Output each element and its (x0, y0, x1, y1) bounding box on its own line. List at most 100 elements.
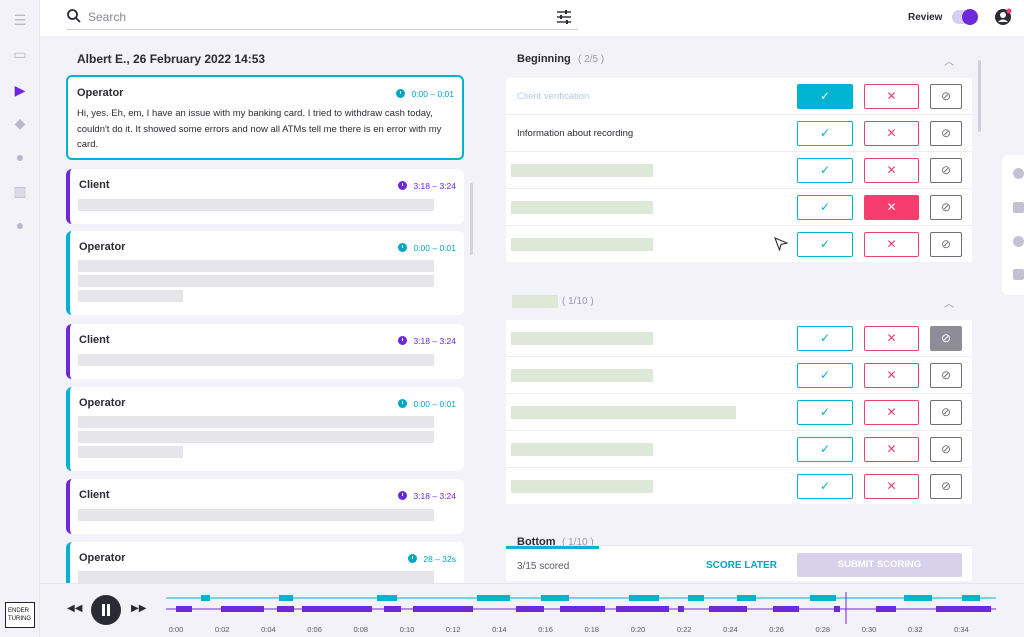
no-button[interactable]: ✕ (864, 437, 919, 462)
transcript-message[interactable]: Client 3:18 – 3:24 (66, 169, 464, 224)
redacted-criterion (511, 443, 653, 456)
review-toggle[interactable] (952, 9, 978, 25)
chevron-up-icon[interactable]: ︿ (944, 299, 954, 310)
recordings-icon[interactable]: ▶ (14, 82, 26, 98)
redacted-text (78, 446, 183, 458)
no-button[interactable]: ✕ (864, 158, 919, 183)
redacted-text (78, 571, 434, 583)
not-applicable-button[interactable]: ⊘ (930, 326, 962, 351)
no-button[interactable]: ✕ (864, 121, 919, 146)
yes-button[interactable]: ✓ (797, 363, 853, 388)
user-account-icon[interactable] (994, 8, 1012, 26)
logo-line-2: TURING (8, 616, 31, 622)
info-icon[interactable] (1013, 236, 1024, 247)
timeline[interactable]: 0:00 0:02 0:04 0:06 0:08 0:10 0:12 0:14 0:16 0:18… (166, 592, 996, 636)
section-title-redacted (512, 295, 558, 308)
training-icon[interactable]: ◆ (14, 115, 26, 131)
yes-button[interactable]: ✓ (797, 84, 853, 109)
yes-button[interactable]: ✓ (797, 232, 853, 257)
filter-settings-icon[interactable] (556, 9, 572, 25)
no-button[interactable]: ✕ (864, 474, 919, 499)
message-timestamp: 0:00 – 0:01 (398, 243, 456, 253)
not-applicable-button[interactable]: ⊘ (930, 195, 962, 220)
not-applicable-button[interactable]: ⊘ (930, 158, 962, 183)
yes-button[interactable]: ✓ (797, 158, 853, 183)
no-button[interactable]: ✕ (864, 400, 919, 425)
menu-icon[interactable]: ☰ (13, 12, 27, 28)
not-applicable-button[interactable]: ⊘ (930, 363, 962, 388)
chevron-up-icon[interactable]: ︿ (944, 57, 954, 68)
profile-icon[interactable]: ● (15, 217, 25, 233)
timeline-tick-label: 0:08 (353, 625, 369, 634)
dashboard-icon[interactable]: ▭ (13, 46, 27, 62)
pause-circle-icon[interactable] (1013, 168, 1024, 179)
search-icon (67, 9, 81, 23)
no-button[interactable]: ✕ (864, 84, 919, 109)
checklist-row: ✓ ✕ ⊘ (506, 189, 972, 226)
timeline-tick-label: 0:16 (538, 625, 553, 634)
timeline-tick-label: 0:02 (214, 625, 230, 634)
speaker-name: Client (79, 489, 110, 501)
message-timestamp: 0:00 – 0:01 (396, 89, 454, 99)
side-tools-panel (1002, 155, 1024, 295)
criterion-label: Information about recording (517, 128, 634, 139)
transcript-message[interactable]: Client 3:18 – 3:24 (66, 324, 464, 379)
transcript-message[interactable]: Operator 0:00 – 0:01 (66, 387, 464, 471)
yes-button[interactable]: ✓ (797, 326, 853, 351)
submit-scoring-button[interactable]: SUBMIT SCORING (797, 553, 962, 577)
rewind-icon[interactable]: ◀◀ (67, 603, 83, 614)
timeline-tick-label: 0:06 (307, 625, 322, 634)
transcript-message[interactable]: Operator 28 – 32s (66, 542, 464, 585)
not-applicable-button[interactable]: ⊘ (930, 232, 962, 257)
clock-icon (408, 554, 418, 563)
pause-button[interactable] (91, 595, 121, 625)
timeline-tick-label: 0:18 (584, 625, 600, 634)
review-toggle-knob (962, 9, 978, 25)
sidebar: ☰ ▭ ▶ ◆ ● ▥ ● ENDER TURING (0, 0, 40, 637)
message-time: 3:18 – 3:24 (413, 181, 456, 191)
checklist-panel: Beginning ( 2/5 ) ︿ Client verification … (506, 40, 972, 585)
yes-button[interactable]: ✓ (797, 195, 853, 220)
section-panel: Client verification ✓ ✕ ⊘ Information ab… (506, 78, 972, 262)
fast-forward-icon[interactable]: ▶▶ (131, 603, 147, 614)
search-input[interactable] (88, 7, 528, 27)
no-button[interactable]: ✕ (864, 326, 919, 351)
speaker-name: Client (79, 179, 110, 191)
message-timestamp: 3:18 – 3:24 (398, 181, 456, 191)
not-applicable-button[interactable]: ⊘ (930, 474, 962, 499)
speaker-name: Client (79, 334, 110, 346)
timeline-tick-label: 0:20 (630, 625, 646, 634)
message-time: 0:00 – 0:01 (413, 399, 456, 409)
not-applicable-button[interactable]: ⊘ (930, 121, 962, 146)
no-button[interactable]: ✕ (864, 232, 919, 257)
logo: ENDER TURING (5, 602, 35, 628)
transcript-scrollbar[interactable] (470, 183, 473, 255)
transcript-message[interactable]: Client 3:18 – 3:24 (66, 479, 464, 534)
no-button[interactable]: ✕ (864, 195, 919, 220)
yes-button[interactable]: ✓ (797, 400, 853, 425)
checklist-row: ✓ ✕ ⊘ (506, 226, 972, 263)
timeline-tick-label: 0:14 (492, 625, 507, 634)
comment-icon[interactable] (1013, 202, 1024, 213)
not-applicable-button[interactable]: ⊘ (930, 400, 962, 425)
score-later-button[interactable]: SCORE LATER (706, 560, 777, 571)
not-applicable-button[interactable]: ⊘ (930, 437, 962, 462)
yes-button[interactable]: ✓ (797, 121, 853, 146)
message-timestamp: 28 – 32s (408, 554, 456, 564)
team-icon[interactable]: ● (15, 149, 25, 165)
checklist-scrollbar[interactable] (978, 60, 981, 132)
transcript-message[interactable]: Operator 0:00 – 0:01 Hi, yes. Eh, em, I … (66, 75, 464, 160)
transcript-message[interactable]: Operator 0:00 – 0:01 (66, 231, 464, 315)
not-applicable-button[interactable]: ⊘ (930, 84, 962, 109)
redacted-criterion (511, 201, 653, 214)
yes-button[interactable]: ✓ (797, 437, 853, 462)
analytics-icon[interactable]: ▥ (13, 183, 27, 199)
yes-button[interactable]: ✓ (797, 474, 853, 499)
pin-icon[interactable] (1013, 269, 1024, 280)
timeline-tick-label: 0:00 (168, 625, 184, 634)
redacted-criterion (511, 332, 653, 345)
audio-player: ◀◀ ▶▶ (40, 583, 1024, 637)
message-time: 28 – 32s (423, 554, 456, 564)
no-button[interactable]: ✕ (864, 363, 919, 388)
redacted-criterion (511, 238, 653, 251)
